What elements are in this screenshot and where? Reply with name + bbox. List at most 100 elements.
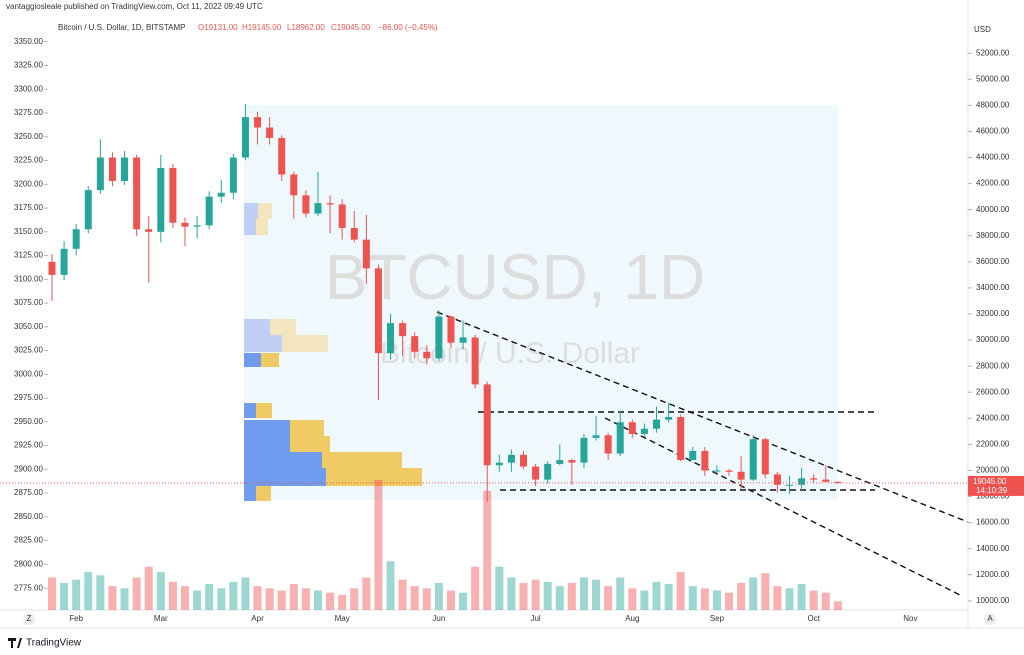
candle-body [580,437,588,463]
candle-body [798,478,806,485]
auto-button-label[interactable]: A [987,614,993,623]
candle-body [145,229,153,232]
y-tick-label: 48000.00 [976,100,1010,109]
y2-tick-label: 3200.00 [14,179,43,188]
y2-tick-label: 3125.00 [14,251,43,260]
y2-tick-label: 3075.00 [14,298,43,307]
y-tick-label: 10000.00 [976,596,1010,605]
volume-bar [809,590,818,610]
last-price-label: 19045.00 [973,477,1007,486]
candle-body [592,435,600,438]
volume-bar [48,577,56,610]
y-tick-label: 40000.00 [976,205,1010,214]
volume-bar [712,590,721,610]
y2-tick-label: 3150.00 [14,227,43,236]
candle-body [84,190,92,230]
volume-bar [652,581,661,610]
volume-bar [180,586,189,610]
y-tick-label: 24000.00 [976,413,1010,422]
y2-tick-label: 2775.00 [14,583,43,592]
candle-body [532,466,540,480]
volume-bar [785,588,794,610]
candle-body [96,157,104,191]
y2-tick-label: 2825.00 [14,536,43,545]
y2-tick-label: 2975.00 [14,393,43,402]
volume-bar [205,584,214,610]
candle-body [169,167,177,223]
candle-body [785,484,793,486]
volume-bar [688,586,697,610]
candle-body [834,481,842,483]
volume-bar [241,577,250,610]
candle-body [290,174,298,196]
x-tick-label: Aug [625,614,639,623]
volume-bar [168,581,177,610]
volume-bar [640,590,649,610]
y-tick-label: 28000.00 [976,361,1010,370]
auto-button[interactable] [984,613,996,625]
candle-body [217,192,225,197]
quote-high: H19145.00 [242,23,282,32]
volume-bar [386,561,395,610]
volume-bar [664,584,673,610]
volume-bar [749,577,758,610]
candle-body [205,196,213,226]
volume-bar [700,588,709,610]
candle-body [749,439,757,480]
candle-body [278,137,286,175]
volume-bar [555,586,564,610]
candle-body [737,471,745,480]
y-tick-label: 52000.00 [976,48,1010,57]
candle-body [193,225,201,227]
candle-body [616,422,624,454]
volume-bar [338,594,347,610]
y-tick-label: 36000.00 [976,257,1010,266]
y-tick-label: 42000.00 [976,179,1010,188]
candle-body [471,337,479,385]
y2-tick-label: 3325.00 [14,61,43,70]
candle-body [689,450,697,461]
volume-bar [398,579,407,610]
candle-body [520,454,528,467]
candle-body [483,384,491,466]
quote-close: C19045.00 [331,23,371,32]
volume-bar [229,581,238,610]
candle-body [121,157,129,181]
candle-body [72,229,80,249]
volume-bar [604,586,613,610]
y2-tick-label: 2800.00 [14,559,43,568]
y-tick-label: 50000.00 [976,74,1010,83]
y-tick-label: 20000.00 [976,466,1010,475]
volume-bar [592,579,601,610]
candle-body [326,203,334,205]
volume-profile [244,203,422,501]
candle-body [568,460,576,463]
candle-body [773,474,781,485]
candle-body [181,222,189,227]
y2-tick-label: 3100.00 [14,274,43,283]
candle-body [302,195,310,214]
volume-bar [567,582,576,610]
volume-bar [362,577,371,610]
volume-bar [132,577,141,610]
volume-bar [144,566,153,610]
volume-bar [60,582,69,610]
zoom-button[interactable] [23,613,35,625]
quote-open: O19131.00 [198,23,238,32]
volume-bar [434,582,443,610]
y-tick-label: 26000.00 [976,387,1010,396]
y2-tick-label: 3275.00 [14,108,43,117]
candle-body [701,450,709,471]
candle-body [108,157,116,181]
y-tick-label: 32000.00 [976,309,1010,318]
candle-body [761,439,769,475]
y-tick-label: 38000.00 [976,231,1010,240]
volume-bar [459,592,468,610]
volume-bar [579,577,588,610]
volume-bar [265,588,274,610]
x-tick-label: Jul [530,614,540,623]
volume-bar [422,588,431,610]
y-tick-label: 46000.00 [976,127,1010,136]
y-tick-label: 34000.00 [976,283,1010,292]
zoom-button-label[interactable]: Z [27,614,32,623]
